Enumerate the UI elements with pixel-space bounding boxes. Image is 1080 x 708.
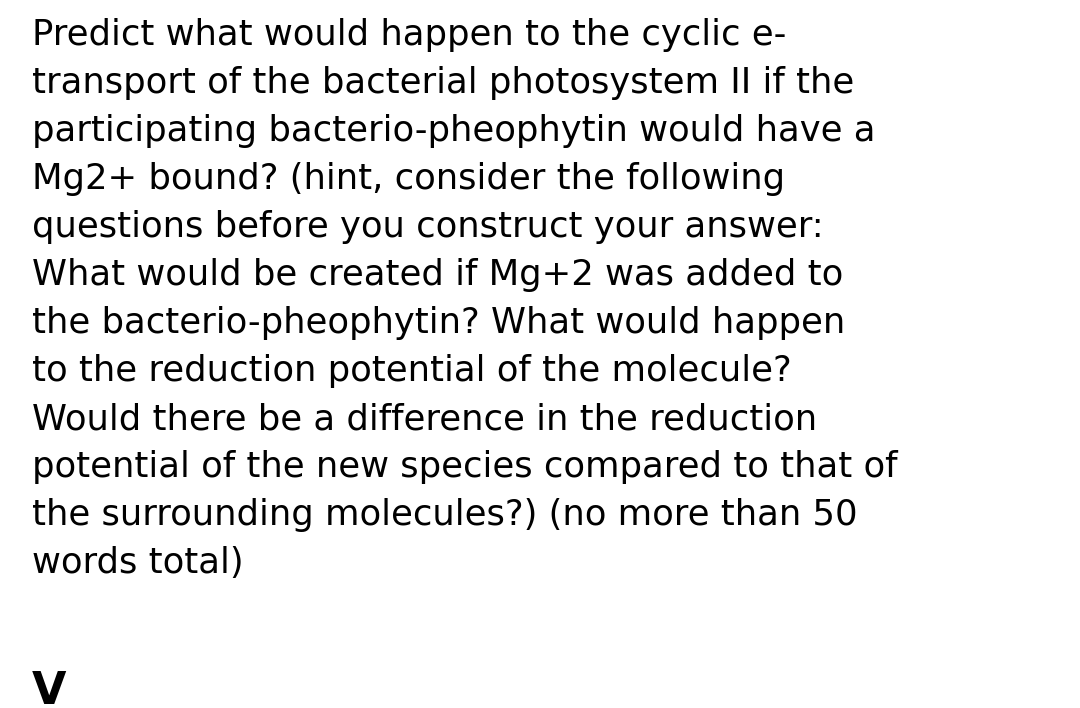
Text: Predict what would happen to the cyclic e-
transport of the bacterial photosyste: Predict what would happen to the cyclic … <box>32 18 897 581</box>
Text: V: V <box>32 670 67 708</box>
